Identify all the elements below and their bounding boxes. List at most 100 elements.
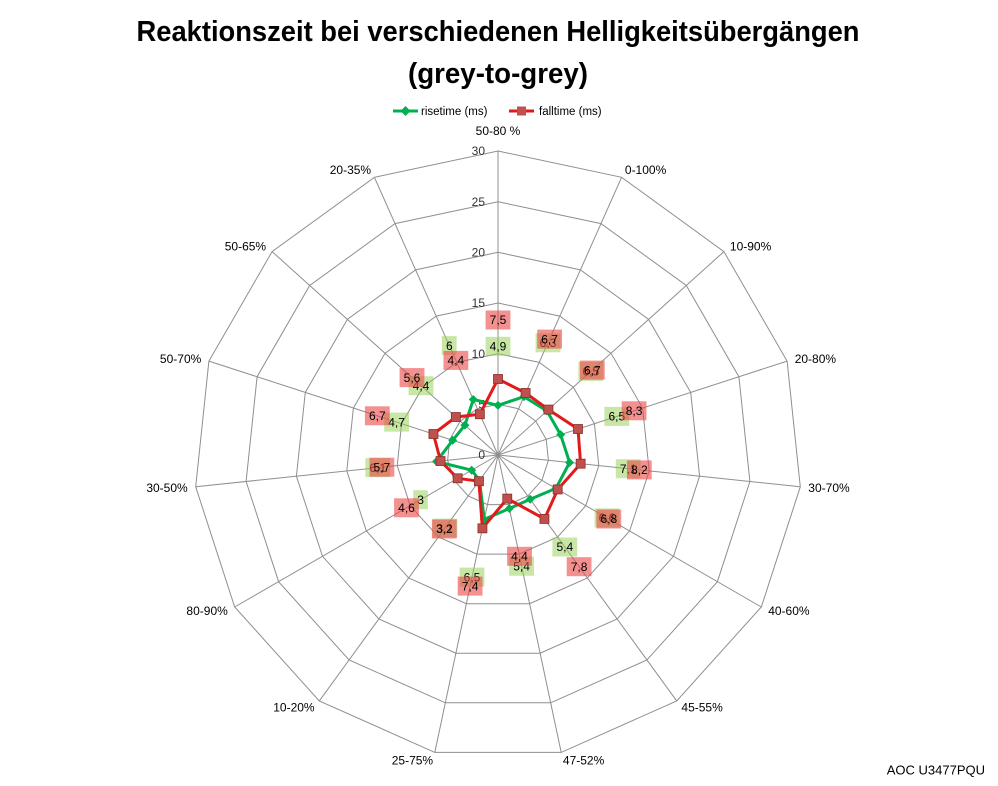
risetime-data-label-group: 6: [441, 336, 457, 356]
radial-axis: 0 5 10 15 20 25 30: [472, 144, 486, 462]
falltime-data-label: 4,4: [448, 354, 465, 368]
falltime-data-label-group: 6,8: [596, 509, 622, 529]
falltime-marker: [573, 424, 583, 434]
falltime-marker: [450, 412, 461, 422]
falltime-data-label: 6,8: [600, 512, 617, 526]
falltime-marker: [435, 456, 446, 466]
category-label: 50-80 %: [476, 124, 521, 138]
risetime-marker: [460, 420, 470, 430]
category-label: 10-20%: [273, 701, 315, 715]
falltime-marker: [452, 473, 463, 484]
risetime-data-label-box: [441, 336, 457, 356]
risetime-marker: [467, 465, 477, 475]
falltime-data-label: 7,5: [490, 313, 507, 327]
risetime-data-label: 6: [446, 339, 453, 353]
legend: risetime (ms) falltime (ms): [393, 106, 602, 118]
category-label: 25-75%: [392, 753, 434, 767]
falltime-marker: [575, 458, 586, 469]
risetime-marker: [448, 435, 458, 445]
falltime-data-label-group: 6,7: [579, 360, 605, 380]
risetime-line: [435, 395, 572, 521]
category-label: 30-70%: [808, 481, 850, 495]
legend-diamond-marker: [400, 106, 411, 116]
falltime-data-label: 3,2: [436, 522, 453, 536]
falltime-data-label-group: 7,5: [485, 310, 511, 330]
falltime-data-label-group: 8,2: [626, 460, 652, 480]
falltime-data-label: 7,8: [571, 560, 588, 574]
risetime-data-label-group: 6,5: [604, 406, 630, 426]
falltime-data-label: 6,7: [369, 409, 386, 423]
falltime-data-label-box: [579, 360, 605, 380]
grid-spoke: [318, 454, 499, 702]
category-label: 20-35%: [330, 163, 372, 177]
radial-tick-label: 25: [472, 195, 486, 209]
grid-spoke: [497, 251, 725, 456]
falltime-data-label-box: [364, 406, 390, 426]
category-labels: 50-80 % 0-100% 10-90% 20-80% 30-70% 40-60% 45-…: [146, 124, 850, 767]
falltime-data-label-group: 5,6: [399, 368, 425, 388]
risetime-data-label-group: 4,7: [384, 412, 409, 432]
falltime-data-label-box: [566, 557, 592, 577]
falltime-data-label-box: [485, 310, 511, 330]
legend-item-falltime: falltime (ms): [509, 106, 602, 118]
falltime-marker: [474, 476, 484, 487]
grid-spoke: [497, 454, 678, 702]
category-label: 10-90%: [730, 239, 772, 253]
risetime-data-label: 6,5: [608, 410, 625, 424]
grid: [195, 150, 801, 753]
legend-square-marker: [517, 106, 526, 116]
legend-risetime-label: risetime (ms): [421, 106, 488, 118]
falltime-marker: [477, 523, 488, 534]
grid-ring: [396, 353, 600, 555]
falltime-line: [431, 377, 583, 530]
category-label: 20-80%: [795, 352, 837, 366]
falltime-data-label: 7,4: [462, 579, 479, 593]
grid-ring: [346, 302, 650, 605]
radial-tick-label: 5: [478, 398, 485, 412]
falltime-data-label-group: 5,7: [369, 457, 395, 477]
risetime-data-label-group: 5,4: [552, 537, 578, 557]
falltime-marker: [543, 404, 554, 415]
falltime-data-label: 5,6: [404, 371, 421, 385]
data-labels: 4,96,36,56,57,16,65,45,46,53,136,14,74,4…: [364, 310, 652, 596]
risetime-data-label: 3: [417, 493, 424, 507]
risetime-data-label: 4,7: [388, 415, 405, 429]
falltime-marker: [539, 514, 550, 524]
category-label: 30-50%: [146, 481, 188, 495]
series: [428, 374, 586, 534]
grid-spoke: [497, 177, 623, 456]
falltime-data-label-group: 6,7: [364, 406, 390, 426]
grid-spoke: [195, 454, 499, 488]
falltime-data-label-group: 4,4: [507, 546, 532, 566]
risetime-marker: [525, 494, 535, 504]
grid-spoke: [497, 454, 562, 753]
category-label: 47-52%: [563, 753, 605, 767]
risetime-marker: [493, 400, 503, 410]
radial-tick-label: 15: [472, 296, 486, 310]
risetime-marker: [556, 430, 566, 440]
falltime-data-label: 6,7: [541, 332, 558, 346]
falltime-data-label-box: [394, 498, 419, 518]
category-label: 0-100%: [625, 163, 667, 177]
radial-tick-label: 20: [472, 246, 486, 260]
falltime-data-label-box: [626, 460, 652, 480]
category-label: 45-55%: [681, 701, 723, 715]
falltime-data-label-group: 7,8: [566, 557, 592, 577]
falltime-data-label-group: 3,2: [431, 519, 457, 539]
falltime-data-label-box: [596, 509, 622, 529]
risetime-data-label: 5,4: [556, 540, 573, 554]
grid-spoke: [434, 454, 499, 753]
falltime-data-label-box: [431, 519, 457, 539]
falltime-data-label-group: 6,7: [537, 329, 562, 349]
falltime-data-label-group: 4,6: [394, 498, 419, 518]
risetime-marker: [565, 458, 575, 468]
radial-tick-label: 10: [472, 347, 486, 361]
falltime-marker: [552, 484, 563, 495]
falltime-data-label-box: [369, 457, 395, 477]
falltime-data-label-box: [443, 350, 469, 370]
falltime-data-label: 5,7: [374, 460, 391, 474]
risetime-data-label-box: [485, 336, 511, 356]
falltime-marker: [474, 409, 485, 420]
falltime-marker: [493, 374, 503, 384]
